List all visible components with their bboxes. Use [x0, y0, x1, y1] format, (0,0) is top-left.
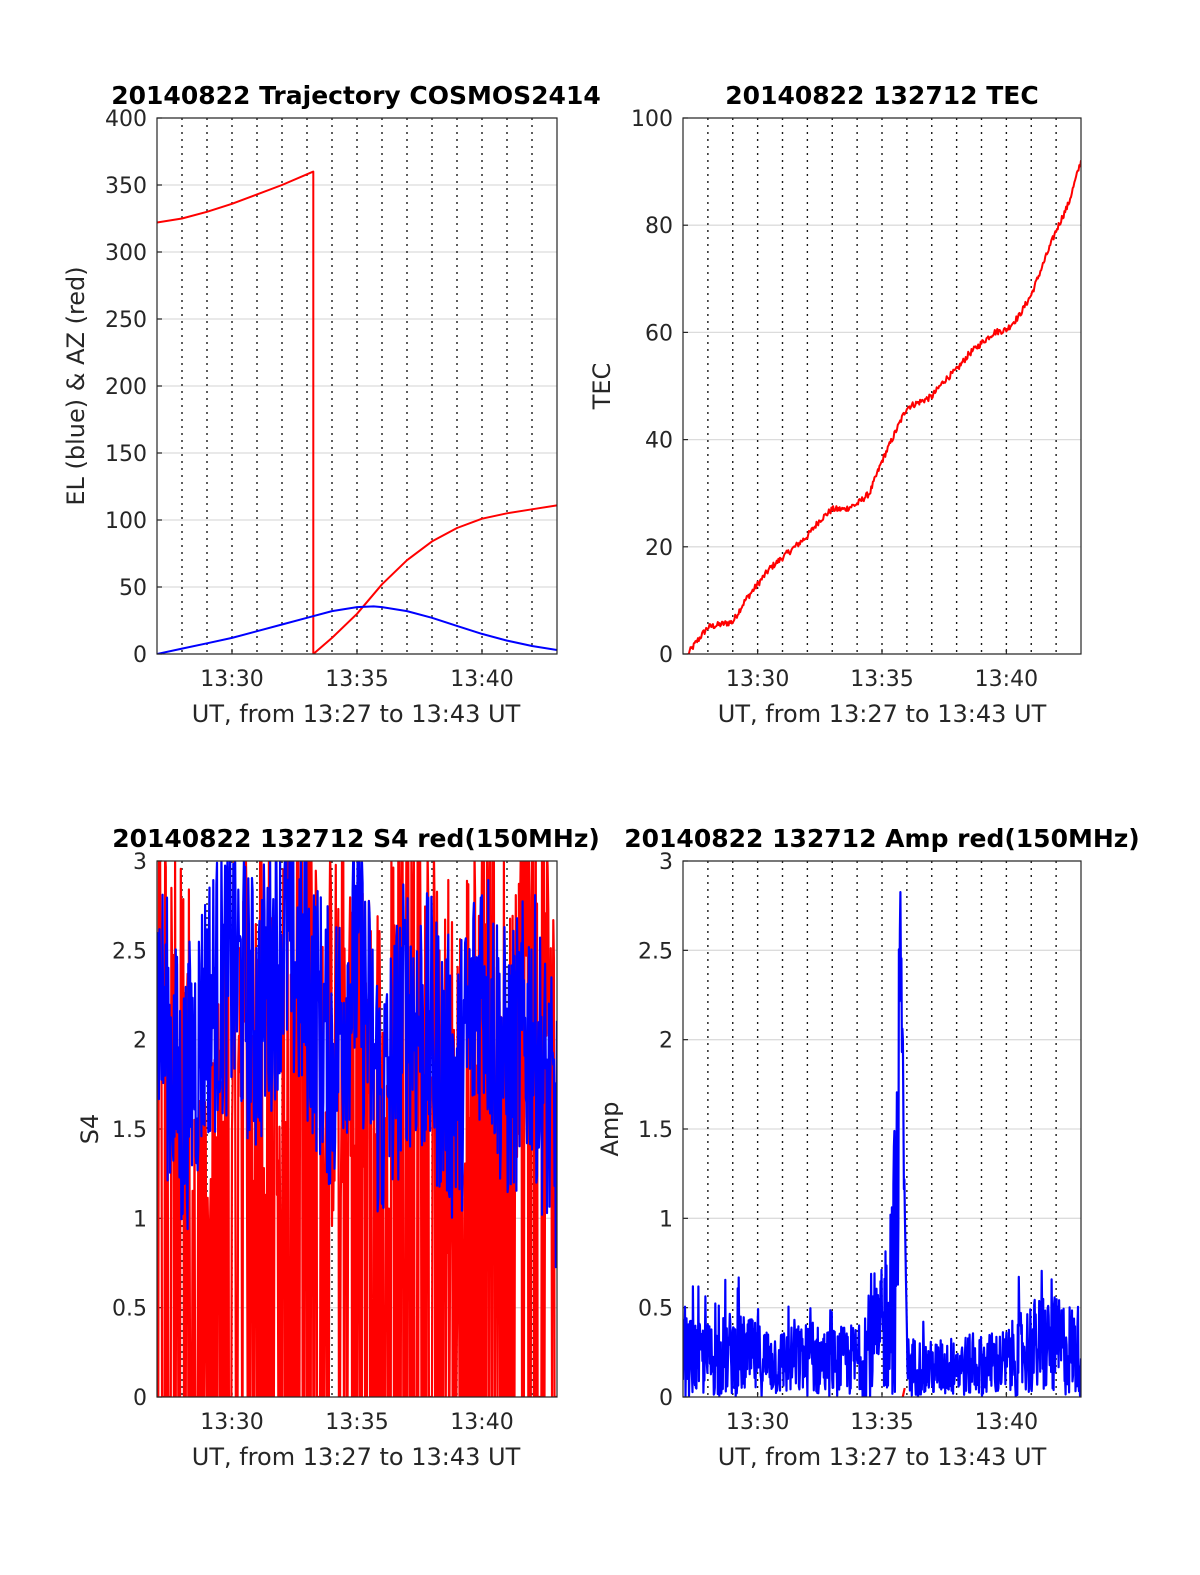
s4-y-tick-label: 2	[133, 1029, 147, 1054]
s4-x-tick-label: 13:30	[200, 1410, 263, 1435]
tec-x-tick-label: 13:30	[726, 667, 789, 692]
trajectory-y-axis-label: EL (blue) & AZ (red)	[62, 266, 90, 505]
trajectory-y-tick-label: 100	[105, 509, 147, 534]
trajectory-series-1-line	[157, 605, 557, 654]
tec-x-tick-label: 13:40	[975, 667, 1038, 692]
amp-x-tick-label: 13:40	[975, 1410, 1038, 1435]
trajectory-y-tick-label: 0	[133, 643, 147, 668]
s4-series-0-line	[157, 861, 557, 1397]
amp-y-tick-label: 2	[659, 1029, 673, 1054]
s4-x-axis-label: UT, from 13:27 to 13:43 UT	[192, 1443, 521, 1471]
s4-y-tick-label: 0	[133, 1386, 147, 1411]
trajectory-y-tick-label: 300	[105, 241, 147, 266]
s4-y-tick-label: 2.5	[112, 939, 147, 964]
tec-x-tick-label: 13:35	[850, 667, 913, 692]
tec-y-tick-label: 80	[645, 214, 673, 239]
s4-y-tick-label: 1	[133, 1207, 147, 1232]
trajectory-y-tick-label: 250	[105, 308, 147, 333]
amp-y-axis-label: Amp	[596, 1101, 624, 1156]
trajectory-plot-area: 0 50 100 150 200 250 300 350 400 13:30 13:35 13:40	[105, 107, 558, 692]
s4-title: 20140822 132712 S4 red(150MHz)	[112, 824, 600, 853]
amp-axes-frame	[682, 860, 1082, 1398]
s4-axes-frame	[156, 860, 558, 1398]
tec-y-tick-label: 100	[631, 107, 673, 132]
amp-y-tick-label: 3	[659, 850, 673, 875]
trajectory-title: 20140822 Trajectory COSMOS2414	[111, 81, 601, 110]
tec-series-0-line	[687, 160, 1081, 654]
s4-y-tick-label: 3	[133, 850, 147, 875]
amp-series-1-line	[901, 1387, 906, 1397]
trajectory-x-tick-label: 13:40	[450, 667, 513, 692]
trajectory-y-tick-label: 400	[105, 107, 147, 132]
trajectory-y-tick-label: 350	[105, 174, 147, 199]
amp-y-tick-label: 1.5	[638, 1118, 673, 1143]
amp-y-tick-label: 2.5	[638, 939, 673, 964]
amp-x-tick-label: 13:30	[726, 1410, 789, 1435]
trajectory-y-tick-label: 50	[119, 576, 147, 601]
amp-y-tick-label: 0.5	[638, 1297, 673, 1322]
trajectory-axes-frame	[156, 117, 558, 655]
trajectory-x-tick-label: 13:30	[200, 667, 263, 692]
tec-y-tick-label: 0	[659, 643, 673, 668]
tec-y-tick-label: 20	[645, 536, 673, 561]
tec-y-axis-label: TEC	[588, 363, 616, 411]
s4-plot-area: 0 0.5 1 1.5 2 2.5 3 13:30 13:35 13:40	[112, 850, 558, 1435]
s4-y-tick-label: 0.5	[112, 1297, 147, 1322]
s4-x-tick-label: 13:40	[450, 1410, 513, 1435]
tec-y-tick-label: 40	[645, 429, 673, 454]
amp-title: 20140822 132712 Amp red(150MHz)	[624, 824, 1140, 853]
trajectory-panel: 20140822 Trajectory COSMOS2414 0 50 100 150…	[62, 81, 601, 728]
tec-y-tick-label: 60	[645, 321, 673, 346]
tec-axes-frame	[682, 117, 1082, 655]
trajectory-x-tick-label: 13:35	[325, 667, 388, 692]
trajectory-x-axis-label: UT, from 13:27 to 13:43 UT	[192, 700, 521, 728]
trajectory-y-tick-label: 200	[105, 375, 147, 400]
s4-y-tick-label: 1.5	[112, 1118, 147, 1143]
s4-panel: 20140822 132712 S4 red(150MHz) 0 0.5 1 1.5 2…	[76, 824, 600, 1471]
tec-x-axis-label: UT, from 13:27 to 13:43 UT	[718, 700, 1047, 728]
tec-title: 20140822 132712 TEC	[725, 81, 1038, 110]
amp-y-tick-label: 0	[659, 1386, 673, 1411]
amp-y-tick-label: 1	[659, 1207, 673, 1232]
s4-x-tick-label: 13:35	[325, 1410, 388, 1435]
amp-plot-area: 0 0.5 1 1.5 2 2.5 3 13:30 13:35 13:40	[638, 850, 1082, 1435]
trajectory-y-tick-label: 150	[105, 442, 147, 467]
amp-x-tick-label: 13:35	[850, 1410, 913, 1435]
s4-y-axis-label: S4	[76, 1114, 104, 1145]
trajectory-series-0-line	[157, 170, 557, 654]
amp-x-axis-label: UT, from 13:27 to 13:43 UT	[718, 1443, 1047, 1471]
tec-plot-area: 0 20 40 60 80 100 13:30 13:35 13:40	[631, 107, 1082, 692]
amp-panel: 20140822 132712 Amp red(150MHz) 0 0.5 1 1.5…	[596, 824, 1140, 1471]
tec-panel: 20140822 132712 TEC 0 20 40 60 80 100 13:30 13:…	[588, 81, 1082, 728]
amp-series-0-line	[683, 891, 1081, 1397]
s4-series-1-line	[157, 861, 557, 1269]
